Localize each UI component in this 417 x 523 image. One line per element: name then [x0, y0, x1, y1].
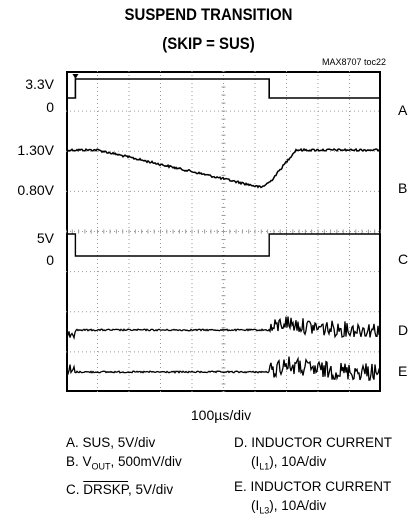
legend-left: A. SUS, 5V/div B. VOUT, 500mV/div C. DRS…: [66, 433, 182, 499]
trigger-marker: [72, 74, 79, 79]
trace-label-e: E: [398, 363, 408, 379]
legend-right: D. INDUCTOR CURRENT (IL1), 10A/div E. IN…: [234, 433, 417, 520]
trace-label-d: D: [398, 322, 409, 338]
chart-subtitle: (SKIP = SUS): [162, 34, 255, 53]
level-b-low: 0.80V: [17, 182, 54, 198]
trace-a-line: [66, 78, 381, 99]
level-c-high: 5V: [36, 230, 54, 246]
legend-item-d-detail: (IL1), 10A/div: [251, 454, 327, 472]
level-b-high: 1.30V: [17, 142, 54, 158]
oscilloscope-plot: [66, 71, 381, 392]
trace-d-line: [66, 316, 381, 340]
trace-label-a: A: [398, 102, 408, 118]
level-c-low: 0: [46, 252, 54, 268]
trace-b-line: [66, 147, 381, 189]
legend-item-b: B. VOUT, 500mV/div: [66, 454, 182, 472]
legend-item-d: D. INDUCTOR CURRENT: [234, 435, 392, 450]
legend-item-e-detail: (IL3), 10A/div: [251, 497, 327, 516]
trace-e-line: [66, 356, 381, 381]
level-a-low: 0: [46, 99, 54, 115]
trace-label-b: B: [398, 180, 408, 196]
legend-item-a: A. SUS, 5V/div: [66, 435, 156, 450]
trace-c-line: [66, 233, 381, 257]
x-axis-label: 100µs/div: [190, 407, 252, 423]
legend-item-e: E. INDUCTOR CURRENT: [234, 478, 392, 494]
figure-reference: MAX8707 toc22: [322, 57, 387, 67]
chart-title: SUSPEND TRANSITION: [124, 5, 293, 24]
trace-label-c: C: [398, 251, 409, 267]
legend-item-c: C. DRSKP, 5V/div: [66, 481, 174, 497]
level-a-high: 3.3V: [25, 76, 54, 92]
